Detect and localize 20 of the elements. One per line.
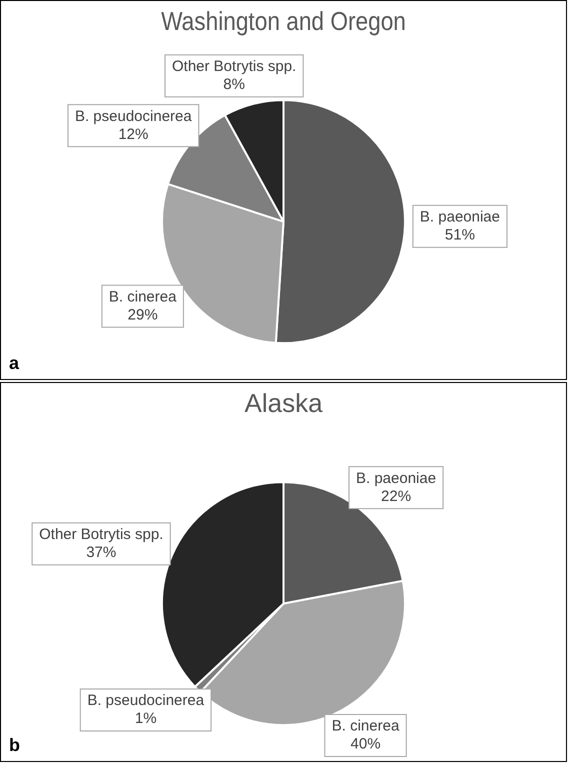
text: b (9, 734, 20, 755)
data-label: 8% (223, 76, 245, 93)
slice-label: B. pseudocinerea (87, 692, 205, 710)
slice-label: Other Botrytis spp. (39, 526, 164, 543)
chart-title: Alaska (244, 388, 324, 418)
data-label: 29% (128, 306, 158, 324)
slice-label: B. paeoniae (420, 208, 500, 226)
data-label: 51% (444, 226, 475, 244)
data-label: 12% (118, 126, 148, 143)
data-label: 40% (350, 736, 381, 753)
slice-label: B. pseudocinerea (74, 108, 192, 125)
data-label: 37% (86, 544, 116, 561)
data-label: 22% (381, 488, 412, 505)
data-label: 1% (134, 710, 157, 728)
slice-label: Other Botrytis spp. (172, 58, 296, 75)
text: a (9, 352, 20, 373)
slice-label: B. cinerea (108, 288, 178, 306)
slice-label: B. cinerea (332, 718, 400, 735)
chart-title: Washington and Oregon (161, 7, 406, 36)
slice-label: B. paeoniae (356, 470, 436, 487)
